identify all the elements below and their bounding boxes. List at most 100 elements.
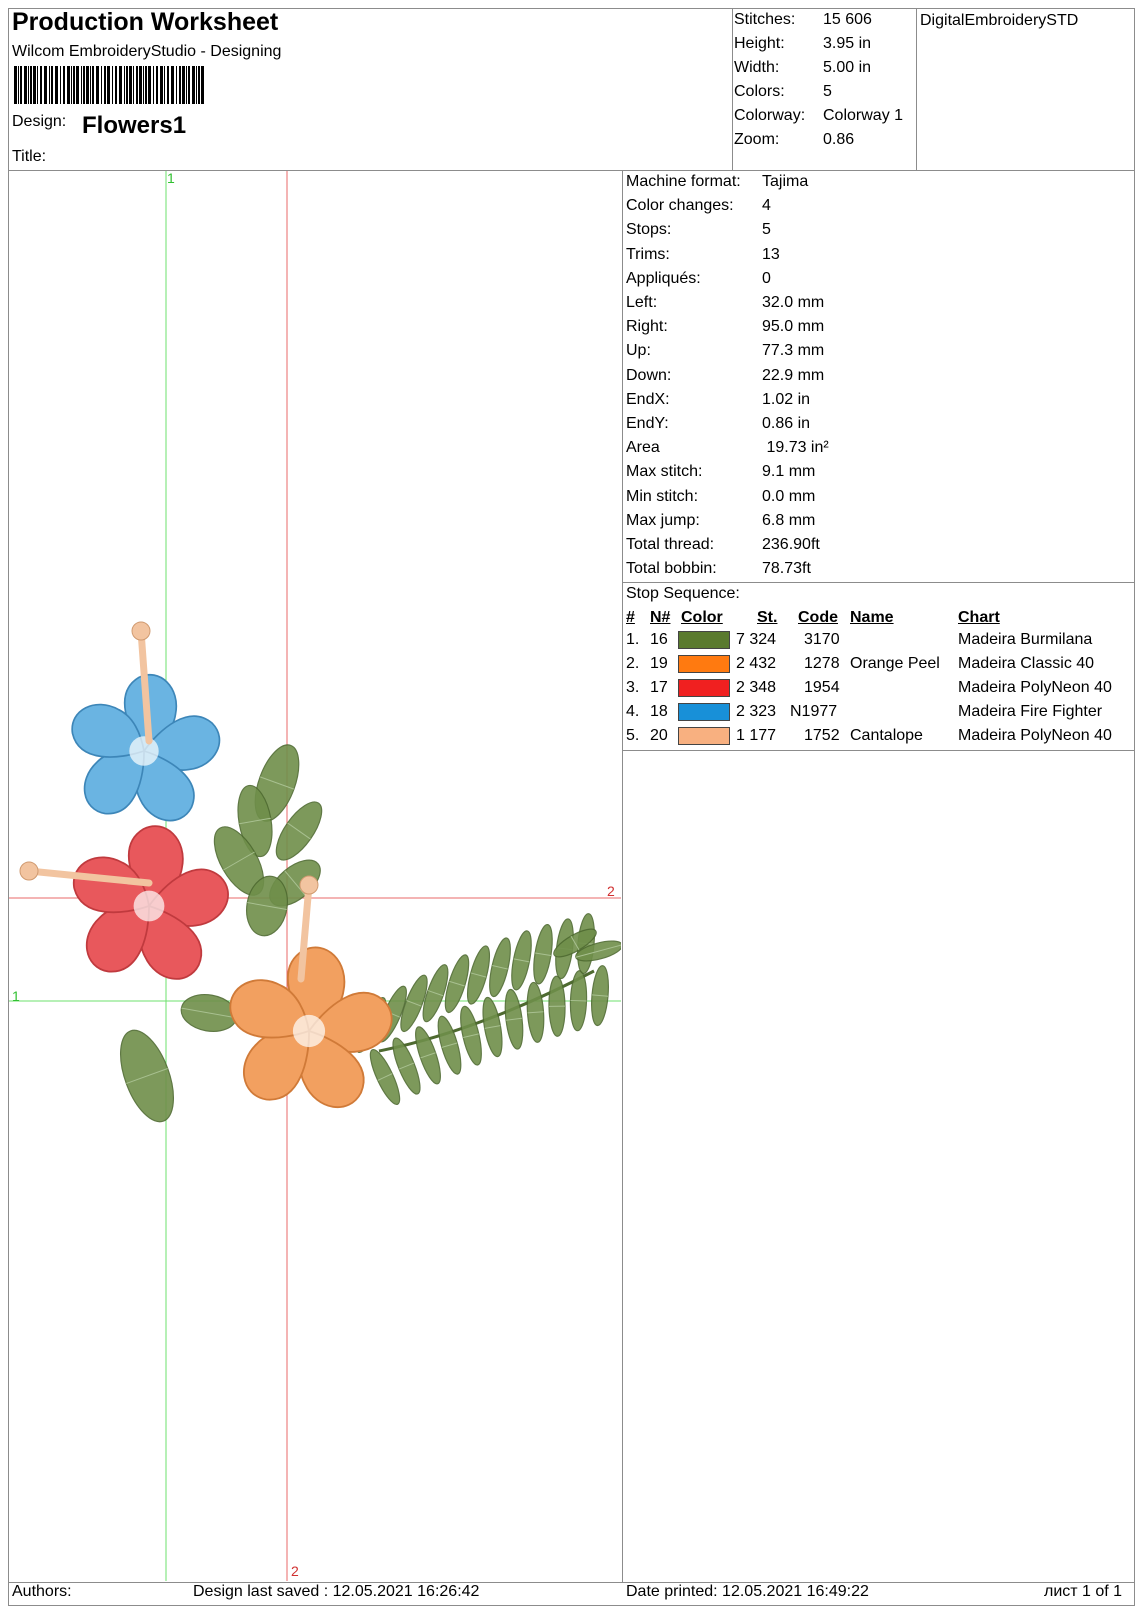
stat-row: EndY: 0.86 in: [626, 412, 1126, 436]
stat-label: Appliqués:: [626, 269, 701, 287]
table-row: 2. 19 2 432 1278 Orange Peel Madeira Classic …: [626, 652, 1131, 676]
stat-row: Trims: 13: [626, 243, 1126, 267]
stat-value: 0: [762, 269, 771, 287]
row-chart: Madeira Classic 40: [958, 655, 1095, 672]
red-hibiscus: [72, 825, 229, 980]
summary-label: Width:: [734, 59, 780, 76]
stat-label: Min stitch:: [626, 487, 699, 505]
stat-value: 1.02 in: [762, 390, 811, 408]
stat-label: Total bobbin:: [626, 560, 717, 578]
header-divider: [8, 170, 1135, 171]
row-stitches: 2 432: [736, 655, 777, 672]
stat-row: Area 19.73 in²: [626, 436, 1126, 460]
summary-label: Colorway:: [734, 107, 806, 124]
authors-label: Authors:: [12, 1583, 72, 1600]
summary-right-divider: [916, 8, 917, 170]
table-row: 4. 18 2 323 N1977 Madeira Fire Fighter: [626, 700, 1131, 724]
design-name: Flowers1: [82, 112, 187, 139]
stat-value: 4: [762, 197, 771, 215]
fern-leaf: [444, 954, 470, 1014]
stat-value: 22.9 mm: [762, 366, 825, 384]
stat-row: Total bobbin: 78.73ft: [626, 557, 1126, 581]
summary-left-divider: [732, 8, 733, 170]
stat-row: Left: 32.0 mm: [626, 291, 1126, 315]
stat-row: Max stitch: 9.1 mm: [626, 460, 1126, 484]
design-label: Design:: [12, 113, 67, 130]
summary-value: Colorway 1: [823, 107, 904, 124]
fern-leaf: [526, 981, 545, 1043]
last-saved: Design last saved : 12.05.2021 16:26:42: [193, 1583, 480, 1600]
blue-hibiscus: [71, 674, 221, 822]
row-stitches: 7 324: [736, 631, 777, 648]
stat-value: 0.86 in: [762, 415, 811, 432]
leaves-group: [120, 744, 623, 1123]
color-swatch: [678, 727, 730, 745]
stat-value: Tajima: [762, 173, 809, 190]
stat-value: 77.3 mm: [762, 342, 825, 360]
stat-label: Up:: [626, 342, 651, 360]
row-code: N1977: [790, 703, 838, 720]
petal: [229, 979, 311, 1039]
row-num: 1.: [626, 631, 640, 648]
fern-leaf: [569, 970, 588, 1032]
guide-label-v2: 2: [291, 1563, 299, 1579]
page-number: лист 1 of 1: [1044, 1583, 1123, 1600]
table-row: 1. 16 7 324 3170 Madeira Burmilana: [626, 628, 1131, 652]
stat-value: 236.90ft: [762, 536, 820, 553]
row-n: 20: [650, 727, 668, 744]
fern-leaf: [511, 930, 532, 991]
stat-value: 9.1 mm: [762, 463, 816, 481]
color-swatch: [678, 631, 730, 649]
summary-label: Colors:: [734, 83, 785, 100]
stat-label: Left:: [626, 294, 658, 311]
page-title: Production Worksheet: [12, 8, 279, 36]
summary-value: 15 606: [823, 11, 872, 28]
row-num: 5.: [626, 727, 640, 744]
stamen-tip: [131, 621, 151, 641]
row-num: 4.: [626, 703, 640, 720]
fern-leaf: [400, 974, 428, 1033]
stop-sequence-label: Stop Sequence:: [626, 585, 740, 602]
fern-leaf: [553, 928, 597, 958]
fern-leaf: [533, 923, 553, 985]
fern-leaf: [415, 1026, 441, 1085]
col-chart: Chart: [958, 609, 1000, 626]
fern-leaf: [466, 945, 491, 1005]
fern-leaf: [392, 1037, 421, 1095]
guide-label-h1: 1: [12, 988, 20, 1004]
col-code: Code: [798, 609, 838, 626]
row-chart: Madeira PolyNeon 40: [958, 679, 1112, 696]
col-name: Name: [850, 609, 894, 626]
row-code: 1278: [804, 655, 840, 672]
leaf: [213, 826, 265, 896]
leaf: [246, 875, 288, 937]
stat-row: Total thread: 236.90ft: [626, 533, 1126, 557]
row-chart: Madeira Burmilana: [958, 631, 1093, 648]
petal: [72, 856, 150, 914]
stat-row: Right: 95.0 mm: [626, 315, 1126, 339]
leaf: [275, 801, 323, 861]
stamen: [25, 867, 153, 887]
stat-value: 0.0 mm: [762, 487, 816, 505]
summary-label: Zoom:: [734, 131, 780, 148]
software-name: Wilcom EmbroideryStudio - Designing: [12, 43, 282, 60]
footer-divider: [8, 1582, 1135, 1583]
brand-name: DigitalEmbroiderySTD: [920, 12, 1079, 29]
stat-label: Right:: [626, 318, 668, 336]
stamen: [297, 881, 313, 983]
stat-value: 6.8 mm: [762, 511, 816, 529]
stat-value: 95.0 mm: [762, 318, 825, 336]
stat-value: 5: [762, 221, 771, 239]
embroidery-artwork: [9, 171, 623, 1581]
row-n: 16: [650, 631, 668, 648]
col-st: St.: [757, 609, 778, 626]
fern-leaf: [460, 1005, 482, 1066]
stat-label: Max stitch:: [626, 463, 703, 481]
guide-label-h2: 2: [607, 883, 615, 899]
stat-row: Max jump: 6.8 mm: [626, 509, 1126, 533]
date-printed: Date printed: 12.05.2021 16:49:22: [626, 1583, 869, 1600]
stat-label: EndY:: [626, 415, 669, 432]
stat-label: Total thread:: [626, 536, 715, 553]
worksheet-frame: [8, 8, 1135, 1606]
stat-row: Stops: 5: [626, 218, 1126, 242]
